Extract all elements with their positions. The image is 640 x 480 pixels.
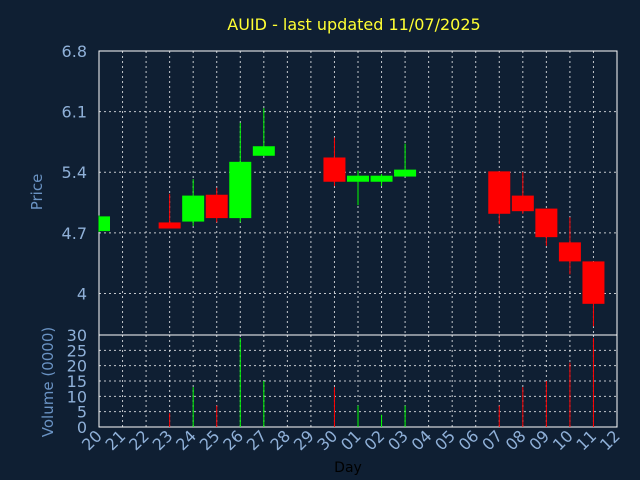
volume-tick-label: 10 — [67, 387, 87, 406]
volume-tick-label: 30 — [67, 326, 87, 345]
volume-tick-label: 20 — [67, 357, 87, 376]
candle-body — [558, 242, 581, 262]
candle-body — [252, 146, 275, 156]
candle-body — [394, 169, 417, 177]
price-tick-label: 4 — [77, 284, 87, 303]
volume-tick-label: 0 — [77, 418, 87, 437]
day-tick-label: 12 — [596, 426, 624, 454]
volume-axis-label: Volume (0000) — [39, 327, 57, 437]
candle-body — [205, 194, 228, 219]
candle-body — [370, 175, 393, 182]
candle-body — [229, 161, 252, 219]
candle-body — [182, 195, 205, 222]
volume-tick-label: 25 — [67, 341, 87, 360]
candle-body — [511, 195, 534, 212]
candle-body — [99, 216, 110, 232]
price-axis-label: Price — [28, 174, 46, 211]
candle-body — [535, 208, 558, 238]
candle-body — [488, 171, 511, 214]
price-tick-label: 4.7 — [62, 224, 87, 243]
price-tick-label: 5.4 — [62, 163, 87, 182]
price-panel: 6.8 6.1 5.4 4.7 4 — [62, 42, 618, 336]
volume-tick-label: 15 — [67, 372, 87, 391]
candle-body — [158, 222, 181, 229]
volume-panel: 0510152025302021222324252627282930010203… — [67, 326, 624, 454]
volume-tick-label: 5 — [77, 403, 87, 422]
price-tick-label: 6.8 — [62, 42, 87, 61]
candle-body — [582, 261, 605, 304]
candle-body — [347, 175, 369, 182]
price-tick-label: 6.1 — [62, 103, 87, 122]
chart-title: AUID - last updated 11/07/2025 — [227, 15, 480, 34]
candle-body — [323, 157, 346, 182]
x-axis-label: Day — [334, 460, 362, 476]
